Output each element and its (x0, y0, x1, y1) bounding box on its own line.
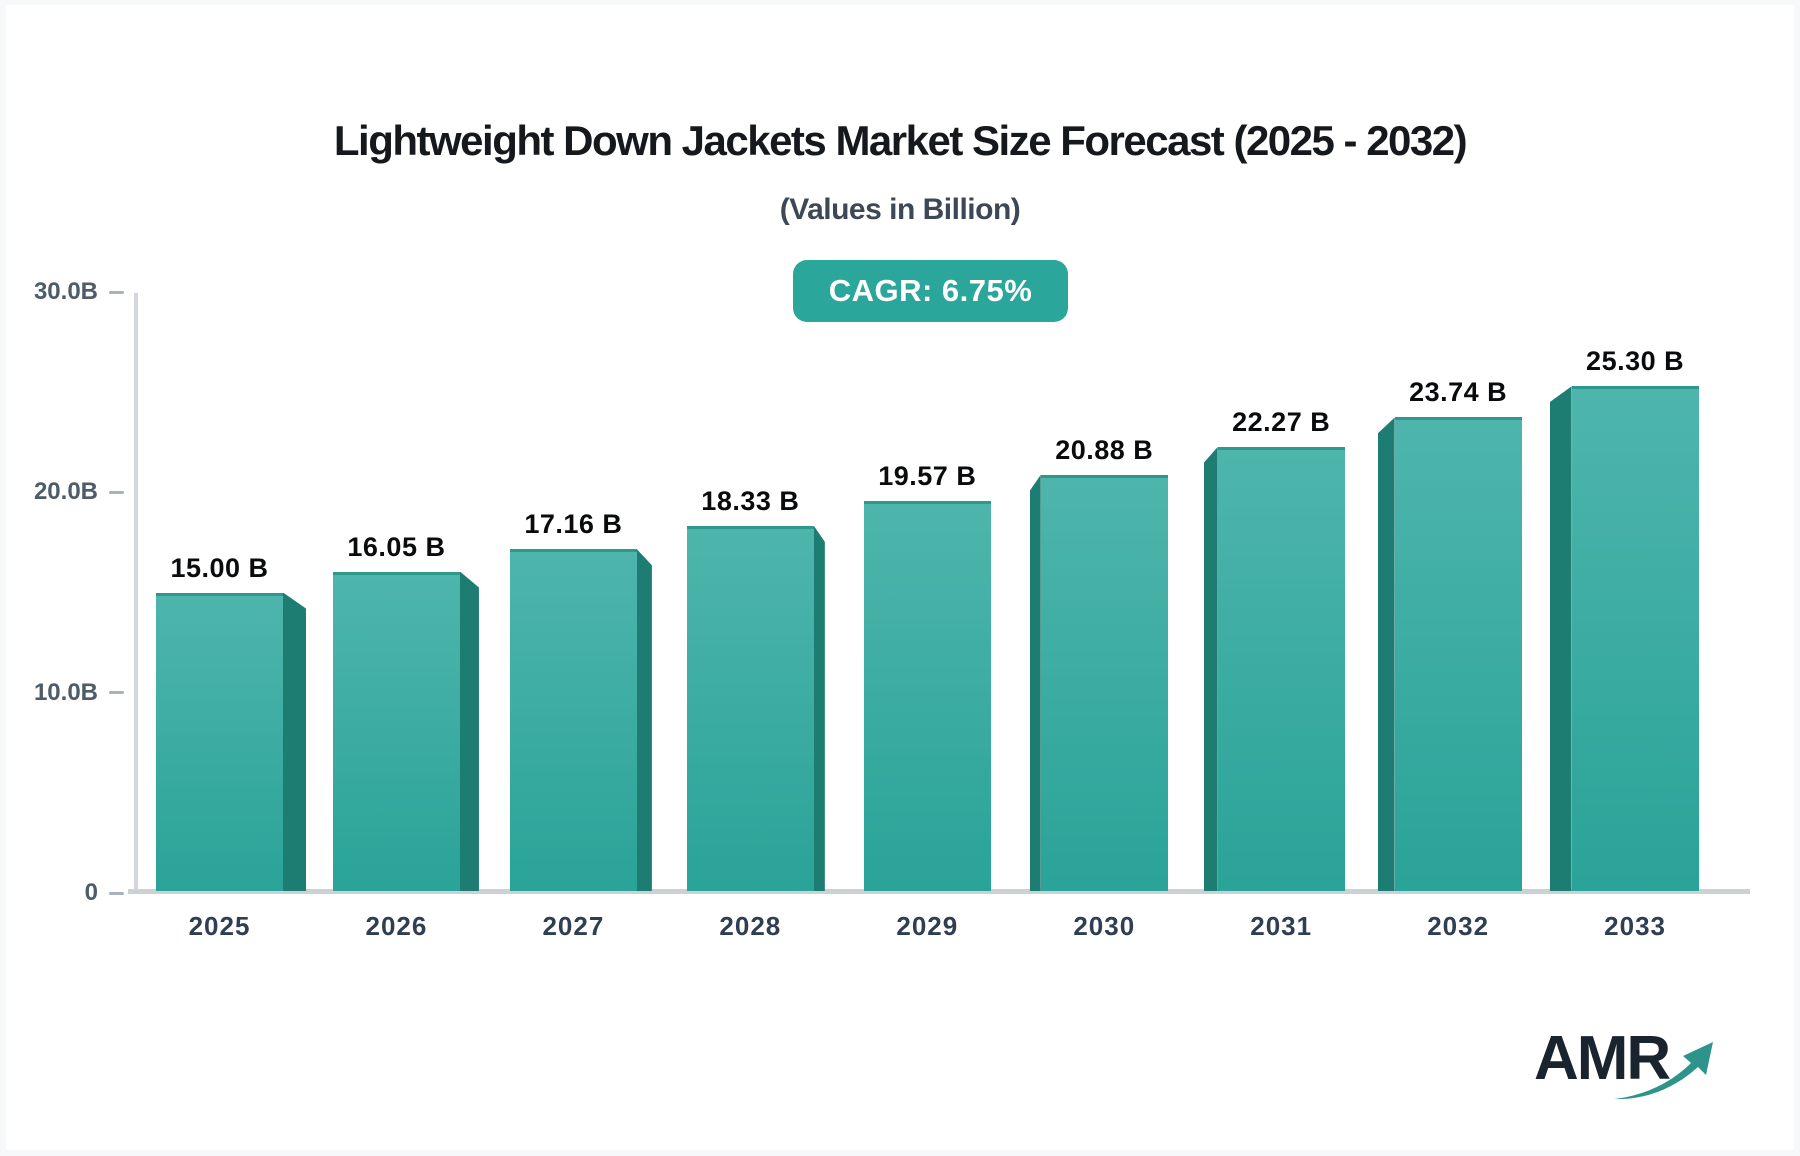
bar-side-2027 (636, 549, 652, 891)
x-tick-label-2031: 2031 (1250, 911, 1313, 941)
bar-value-label-2028: 18.33 B (701, 485, 800, 516)
bar-value-label-2029: 19.57 B (878, 461, 977, 491)
y-tick-dash (109, 691, 124, 695)
y-tick-dash (109, 490, 124, 494)
chart-card: Lightweight Down Jackets Market Size For… (6, 5, 1794, 1150)
bar-side-2031 (1203, 446, 1218, 891)
cagr-badge: CAGR: 6.75% (793, 260, 1068, 322)
x-tick-label-2030: 2030 (1073, 911, 1136, 941)
chart-title: Lightweight Down Jackets Market Size For… (333, 117, 1468, 164)
bar-2028 (686, 525, 814, 891)
x-tick-label-2033: 2033 (1604, 911, 1667, 941)
bar-side-2026 (459, 571, 479, 891)
growth-arrow-icon (1614, 1042, 1713, 1100)
bar-value-label-2027: 17.16 B (524, 509, 623, 540)
cagr-badge-label: CAGR: 6.75% (828, 273, 1033, 308)
bar-value-label-2033: 25.30 B (1586, 346, 1685, 377)
y-tick-label-20.0B: 20.0B (33, 478, 98, 506)
y-tick-dash (109, 891, 124, 895)
bar-2032 (1394, 417, 1522, 891)
amr-logo: AMR (1534, 1027, 1764, 1127)
bar-2025 (156, 592, 283, 891)
y-axis-line (134, 293, 138, 893)
x-tick-label-2029: 2029 (896, 911, 959, 941)
bar-value-label-2032: 23.74 B (1409, 377, 1508, 408)
bar-side-2028 (813, 525, 825, 891)
bar-side-2025 (283, 592, 306, 891)
bar-2029 (863, 501, 991, 891)
bar-side-2030 (1029, 474, 1041, 891)
amr-logo-text: AMR (1534, 1024, 1671, 1093)
bar-value-label-2026: 16.05 B (347, 531, 446, 562)
bar-value-label-2031: 22.27 B (1232, 406, 1331, 437)
bar-2027 (509, 549, 637, 891)
bar-value-label-2030: 20.88 B (1055, 434, 1154, 465)
bar-2030 (1040, 474, 1168, 891)
x-tick-label-2028: 2028 (719, 911, 782, 941)
y-tick-label-10.0B: 10.0B (33, 678, 98, 706)
bar-2026 (332, 571, 460, 891)
bar-side-2032 (1377, 417, 1395, 891)
y-tick-label-0: 0 (84, 879, 98, 906)
bar-value-label-2025: 15.00 B (170, 552, 269, 583)
x-axis-baseline (128, 889, 1750, 894)
chart-subtitle: (Values in Billion) (779, 193, 1021, 226)
bar-2031 (1217, 446, 1345, 891)
x-tick-label-2025: 2025 (188, 911, 251, 941)
bar-2033 (1571, 386, 1699, 891)
bar-chart: 0 10.0B 20.0B 30.0B 15.00 B 2025 16.05 B 2026 17… (6, 5, 1794, 1150)
y-tick-label-30.0B: 30.0B (33, 278, 98, 306)
x-tick-label-2032: 2032 (1427, 911, 1490, 941)
x-tick-label-2026: 2026 (365, 911, 428, 941)
x-tick-label-2027: 2027 (542, 911, 605, 941)
bar-side-2033 (1549, 386, 1572, 891)
y-tick-dash (109, 290, 124, 294)
